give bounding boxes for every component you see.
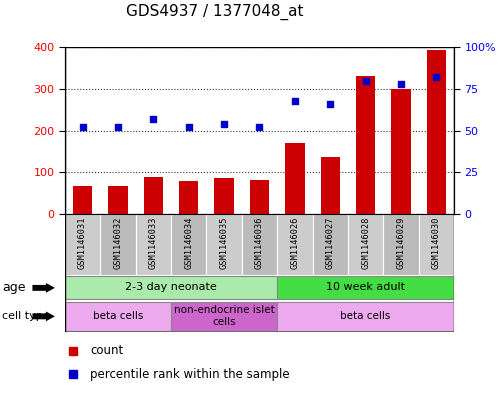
Bar: [383, 214, 419, 275]
Bar: [171, 302, 277, 331]
Point: [326, 101, 334, 107]
Text: GSM1146028: GSM1146028: [361, 216, 370, 268]
Bar: [419, 214, 454, 275]
Text: beta cells: beta cells: [93, 311, 143, 321]
Bar: [250, 180, 269, 214]
Text: GSM1146033: GSM1146033: [149, 216, 158, 268]
Text: percentile rank within the sample: percentile rank within the sample: [90, 368, 290, 381]
Bar: [108, 186, 128, 214]
Text: GSM1146034: GSM1146034: [184, 216, 193, 268]
Bar: [320, 156, 340, 214]
Bar: [207, 214, 242, 275]
Text: GSM1146032: GSM1146032: [113, 216, 122, 268]
Bar: [285, 143, 304, 214]
Point: [78, 124, 86, 130]
Bar: [144, 178, 163, 214]
Bar: [215, 178, 234, 214]
Bar: [391, 89, 411, 214]
Text: GSM1146036: GSM1146036: [255, 216, 264, 268]
Text: 10 week adult: 10 week adult: [326, 282, 405, 292]
Point: [433, 74, 441, 81]
Point: [397, 81, 405, 87]
Text: GSM1146029: GSM1146029: [397, 216, 406, 268]
Bar: [312, 214, 348, 275]
Bar: [179, 181, 199, 214]
Point: [291, 97, 299, 104]
Text: age: age: [2, 281, 26, 294]
Point: [255, 124, 263, 130]
Text: GSM1146030: GSM1146030: [432, 216, 441, 268]
Bar: [73, 186, 92, 214]
Text: GSM1146026: GSM1146026: [290, 216, 299, 268]
Bar: [136, 214, 171, 275]
Bar: [277, 214, 312, 275]
Bar: [277, 302, 454, 331]
Bar: [171, 214, 207, 275]
Bar: [65, 276, 277, 299]
Text: count: count: [90, 344, 123, 357]
Point: [185, 124, 193, 130]
Bar: [277, 276, 454, 299]
Text: non-endocrine islet
cells: non-endocrine islet cells: [174, 305, 274, 327]
Text: GSM1146027: GSM1146027: [326, 216, 335, 268]
Point: [362, 77, 370, 84]
Text: GSM1146035: GSM1146035: [220, 216, 229, 268]
Bar: [100, 214, 136, 275]
Bar: [348, 214, 383, 275]
Text: cell type: cell type: [2, 311, 50, 321]
Bar: [242, 214, 277, 275]
Text: GSM1146031: GSM1146031: [78, 216, 87, 268]
Point: [114, 124, 122, 130]
Bar: [65, 214, 100, 275]
Text: 2-3 day neonate: 2-3 day neonate: [125, 282, 217, 292]
Text: GDS4937 / 1377048_at: GDS4937 / 1377048_at: [126, 4, 303, 20]
Text: beta cells: beta cells: [340, 311, 391, 321]
Point: [149, 116, 157, 122]
Bar: [356, 76, 375, 214]
Bar: [427, 50, 446, 214]
Point: [220, 121, 228, 127]
Bar: [65, 302, 171, 331]
